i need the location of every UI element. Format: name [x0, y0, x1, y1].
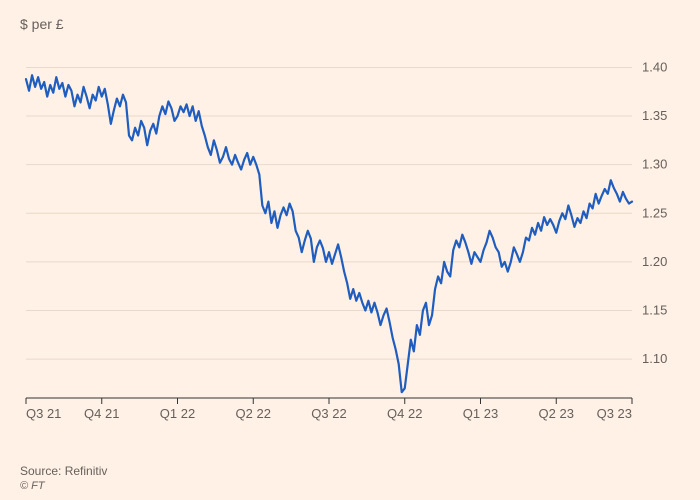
svg-text:1.40: 1.40 — [642, 59, 667, 74]
chart-footer: Source: Refinitiv © FT — [20, 464, 680, 492]
svg-text:Q3 21: Q3 21 — [26, 406, 61, 421]
chart-container: $ per £ 1.10 1.15 1.20 1.25 1.30 1.35 1.40 Q3 2… — [0, 0, 700, 500]
line-chart-svg: 1.10 1.15 1.20 1.25 1.30 1.35 1.40 Q3 21 Q4 21 Q1… — [20, 36, 680, 426]
svg-text:Q4 22: Q4 22 — [387, 406, 422, 421]
y-axis-title: $ per £ — [20, 16, 680, 32]
svg-text:1.10: 1.10 — [642, 351, 667, 366]
svg-text:Q1 22: Q1 22 — [160, 406, 195, 421]
svg-text:Q3 23: Q3 23 — [597, 406, 632, 421]
svg-text:Q2 23: Q2 23 — [539, 406, 574, 421]
svg-text:Q4 21: Q4 21 — [84, 406, 119, 421]
source-label: Source: Refinitiv — [20, 464, 680, 478]
svg-text:1.25: 1.25 — [642, 205, 667, 220]
copyright-label: © FT — [20, 480, 680, 492]
plot-area: 1.10 1.15 1.20 1.25 1.30 1.35 1.40 Q3 21 Q4 21 Q1… — [20, 36, 680, 456]
svg-text:1.30: 1.30 — [642, 157, 667, 172]
svg-text:Q3 22: Q3 22 — [311, 406, 346, 421]
svg-text:Q1 23: Q1 23 — [463, 406, 498, 421]
svg-text:Q2 22: Q2 22 — [236, 406, 271, 421]
svg-text:1.35: 1.35 — [642, 108, 667, 123]
svg-text:1.15: 1.15 — [642, 303, 667, 318]
svg-text:1.20: 1.20 — [642, 254, 667, 269]
